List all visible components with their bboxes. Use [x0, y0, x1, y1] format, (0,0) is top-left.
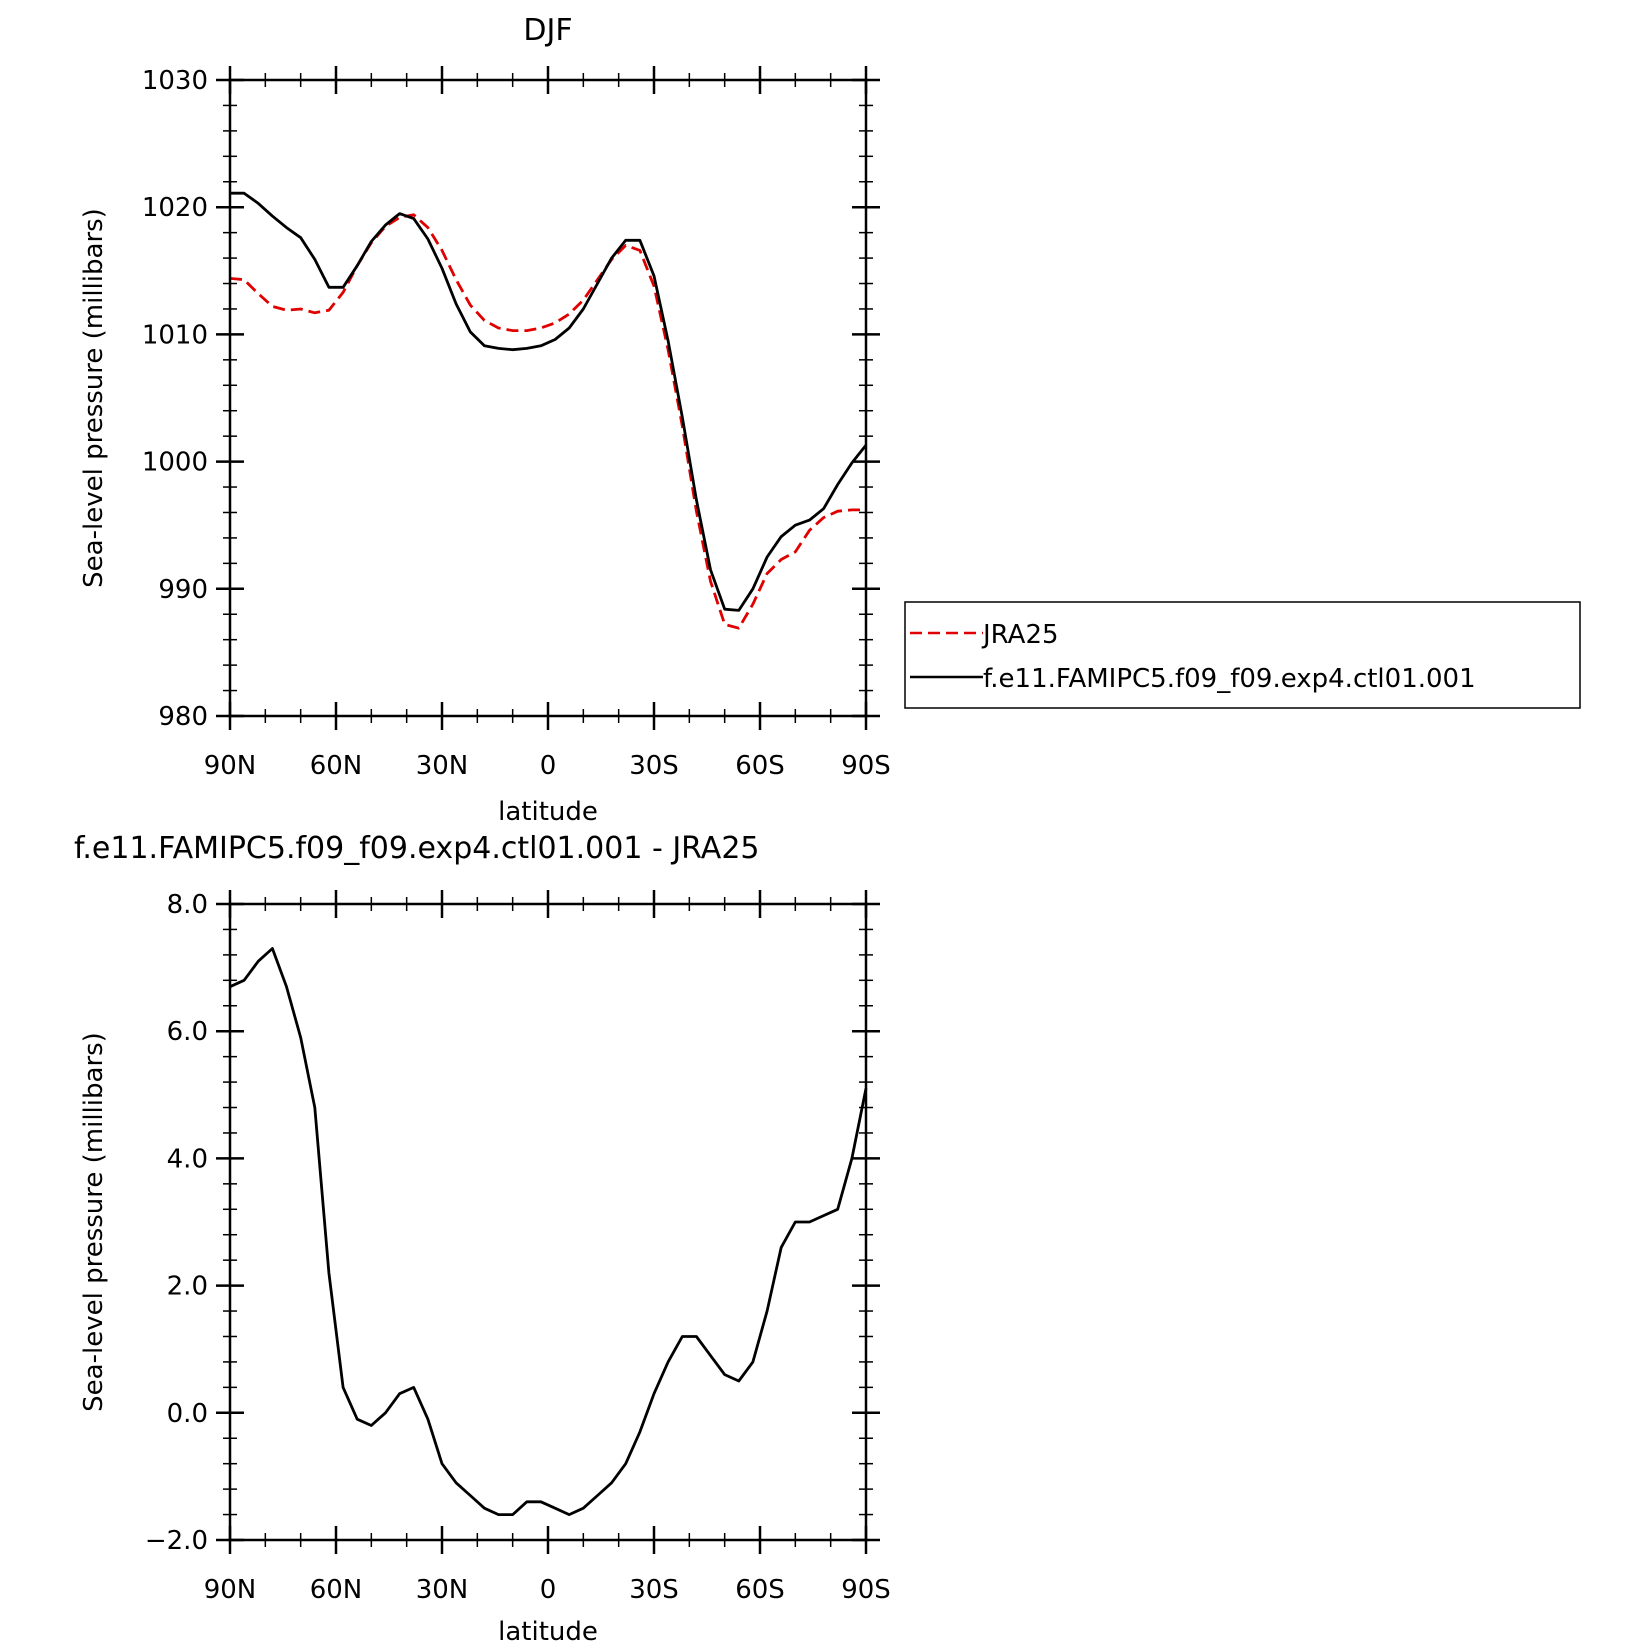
bottom-chart-series	[229, 947, 868, 1516]
x-tick-label: 90N	[204, 1575, 257, 1605]
bottom-panel: f.e11.FAMIPC5.f09_f09.exp4.ctl01.001 - J…	[74, 831, 891, 1647]
x-tick-label: 30S	[629, 1575, 679, 1605]
y-tick-label: 1010	[142, 320, 208, 350]
top-chart-y-tick-labels: 980 990 1000 1010 1020 1030	[142, 66, 208, 732]
x-tick-label: 60S	[735, 1575, 785, 1605]
bottom-chart-title: f.e11.FAMIPC5.f09_f09.exp4.ctl01.001 - J…	[74, 831, 760, 866]
y-tick-label: 1020	[142, 193, 208, 223]
y-tick-label: 980	[158, 702, 208, 732]
y-tick-label: 2.0	[167, 1272, 208, 1302]
y-tick-label: −2.0	[145, 1526, 208, 1556]
x-tick-label: 90S	[841, 1575, 891, 1605]
x-tick-label: 60S	[735, 751, 785, 781]
bottom-chart-x-axis-label: latitude	[498, 1617, 598, 1647]
top-chart-x-axis-label: latitude	[498, 797, 598, 827]
x-tick-label: 60N	[310, 751, 363, 781]
y-tick-label: 990	[158, 575, 208, 605]
x-tick-label: 60N	[310, 1575, 363, 1605]
bottom-chart-y-tick-labels: −2.0 0.0 2.0 4.0 6.0 8.0	[145, 890, 208, 1556]
bottom-plot-frame	[228, 902, 868, 1542]
y-tick-label: 8.0	[167, 890, 208, 920]
legend-label-jra25: JRA25	[981, 620, 1059, 650]
x-tick-label: 0	[540, 751, 557, 781]
x-tick-label: 30N	[416, 1575, 469, 1605]
top-chart-y-axis-label: Sea-level pressure (millibars)	[79, 208, 109, 588]
difference-series-line	[229, 947, 868, 1516]
y-tick-label: 6.0	[167, 1017, 208, 1047]
jra25-series-line	[229, 213, 866, 630]
top-chart-series	[229, 191, 868, 630]
y-tick-label: 4.0	[167, 1144, 208, 1174]
y-tick-label: 1000	[142, 448, 208, 478]
y-tick-label: 0.0	[167, 1399, 208, 1429]
top-chart-x-tick-labels: 90N 60N 30N 0 30S 60S 90S	[204, 751, 891, 781]
x-tick-label: 30N	[416, 751, 469, 781]
top-plot-frame	[228, 78, 868, 718]
bottom-chart-x-tick-labels: 90N 60N 30N 0 30S 60S 90S	[204, 1575, 891, 1605]
x-tick-label: 0	[540, 1575, 557, 1605]
model-series-line	[230, 191, 868, 612]
bottom-chart-y-axis-label: Sea-level pressure (millibars)	[79, 1032, 109, 1412]
x-tick-label: 90S	[841, 751, 891, 781]
x-tick-label: 30S	[629, 751, 679, 781]
legend: JRA25 f.e11.FAMIPC5.f09_f09.exp4.ctl01.0…	[904, 601, 1581, 709]
top-chart-title: DJF	[523, 13, 572, 48]
top-panel: DJF 980 990 1000 1010 1020 1030 90N 60N 30N 0 30S…	[79, 13, 891, 827]
legend-label-model: f.e11.FAMIPC5.f09_f09.exp4.ctl01.001	[983, 664, 1476, 694]
y-tick-label: 1030	[142, 66, 208, 96]
legend-box	[904, 601, 1581, 709]
x-tick-label: 90N	[204, 751, 257, 781]
